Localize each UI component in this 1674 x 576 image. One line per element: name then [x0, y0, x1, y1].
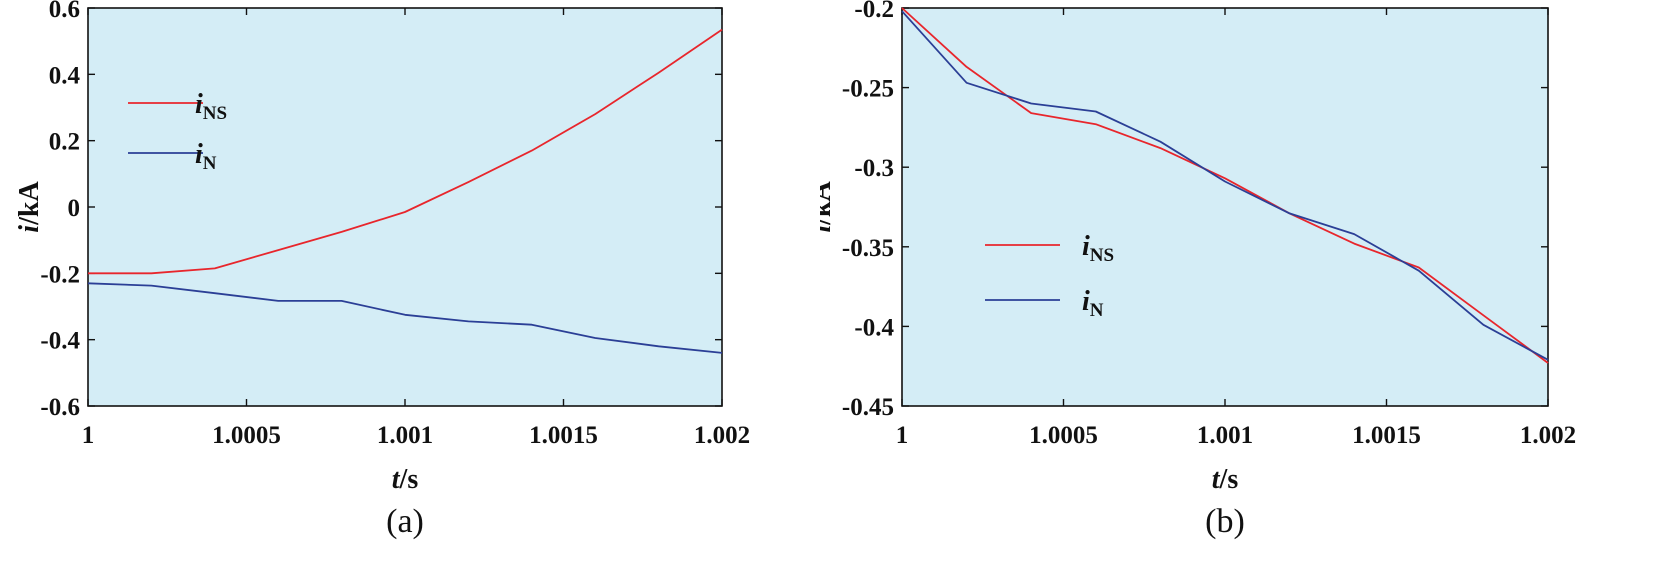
- x-tick-label: 1.0005: [1029, 422, 1098, 449]
- chart-b-svg: -0.2 -0.25 -0.3 -0.35 -0.4 -0.451 1.0005 1.001 1…: [820, 0, 1576, 540]
- plot-area: [901, 7, 1549, 407]
- y-tick-label: -0.2: [40, 261, 80, 288]
- chart-a-svg: 0.6 0.4 0.2 0 -0.2 -0.4 -0.61 1.0005 1.001 1.0015…: [14, 0, 750, 540]
- x-tick-label: 1: [896, 422, 909, 449]
- y-tick-label: -0.35: [842, 235, 894, 262]
- legend-label-iN: iN: [1082, 286, 1104, 321]
- y-tick-label: -0.2: [854, 0, 894, 23]
- chart-panel-b: -0.2 -0.25 -0.3 -0.35 -0.4 -0.45 1 1.0005 1.001 1…: [820, 0, 1674, 576]
- legend-label-iN: iN: [195, 139, 217, 174]
- y-tick-label: -0.4: [854, 314, 894, 341]
- x-tick-label: 1.002: [694, 422, 750, 449]
- x-tick-label: 1.001: [1197, 422, 1253, 449]
- y-tick-label: -0.3: [854, 155, 894, 182]
- y-axis-label: i/kA: [820, 181, 837, 233]
- legend-label-iNS: iNS: [195, 89, 227, 124]
- subfigure-caption: (b): [1205, 503, 1245, 540]
- plot-area: [87, 7, 723, 407]
- x-tick-label: 1.001: [377, 422, 433, 449]
- series-line-iNS: [88, 28, 723, 275]
- y-tick-label: -0.45: [842, 394, 894, 421]
- y-tick-label: -0.4: [40, 328, 80, 355]
- x-tick-label: 1: [82, 422, 95, 449]
- series-line-iNS: [901, 7, 1549, 364]
- y-tick-label: 0.6: [49, 0, 80, 23]
- legend-label-iNS: iNS: [1082, 231, 1114, 266]
- y-tick-label: 0.2: [49, 129, 80, 156]
- y-axis-label: i/kA: [14, 181, 45, 233]
- x-tick-label: 1.0015: [1352, 422, 1421, 449]
- x-tick-label: 1.0005: [212, 422, 281, 449]
- y-tick-label: 0.4: [49, 62, 81, 89]
- x-axis-label: t/s: [392, 464, 419, 495]
- y-tick-label: 0: [68, 195, 81, 222]
- series-line-iN: [901, 10, 1549, 361]
- x-tick-label: 1.002: [1520, 422, 1576, 449]
- y-tick-label: -0.25: [842, 76, 894, 103]
- subfigure-caption: (a): [386, 503, 424, 540]
- y-tick-label: -0.6: [40, 394, 80, 421]
- x-tick-label: 1.0015: [529, 422, 598, 449]
- x-axis-label: t/s: [1212, 464, 1239, 495]
- series-line-iN: [87, 282, 723, 354]
- chart-panel-a: 0.6 0.4 0.2 0 -0.2 -0.4 -0.6 1 1.0005 1.001 1.0015…: [0, 0, 820, 576]
